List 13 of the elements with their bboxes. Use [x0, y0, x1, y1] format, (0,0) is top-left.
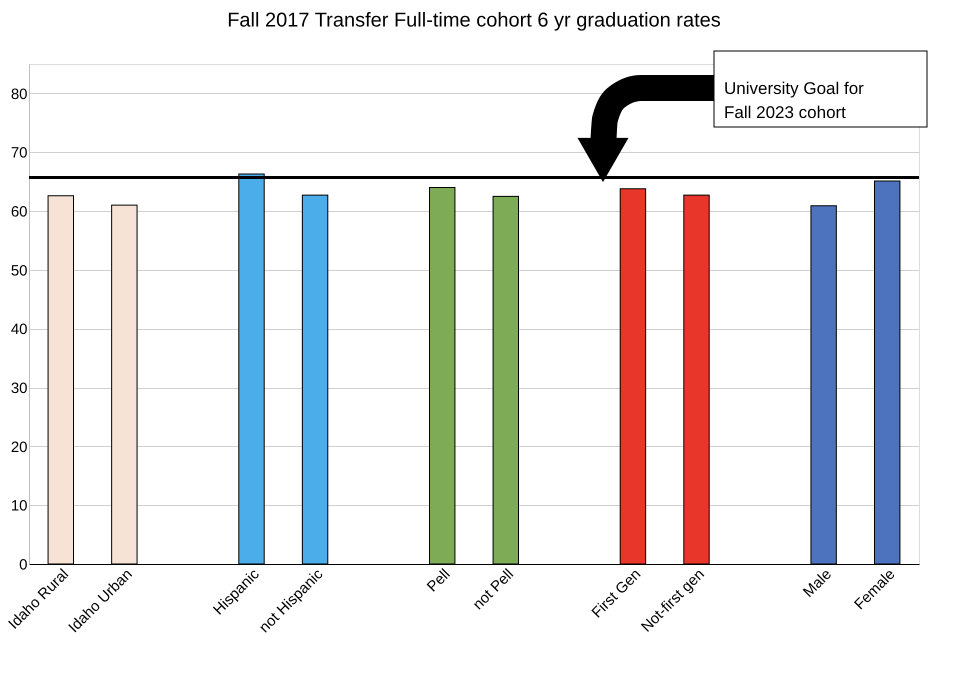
y-tick-label: 0 [19, 556, 28, 574]
x-tick-label: not Pell [470, 566, 518, 614]
y-tick-label: 60 [10, 204, 28, 221]
y-tick-label: 20 [10, 438, 28, 456]
y-tick-label: 30 [10, 380, 28, 398]
x-tick-label: Pell [424, 566, 454, 596]
chart-title: Fall 2017 Transfer Full-time cohort 6 yr graduation rates [227, 10, 721, 32]
y-tick-label: 50 [10, 262, 28, 280]
ref-line-label: University Goal for Fall 2023 cohort [724, 79, 864, 122]
y-tick-label: 40 [10, 321, 28, 338]
y-tick-label: 10 [10, 498, 28, 515]
y-tick-label: 70 [10, 144, 28, 162]
y-tick-label: 80 [10, 86, 28, 103]
